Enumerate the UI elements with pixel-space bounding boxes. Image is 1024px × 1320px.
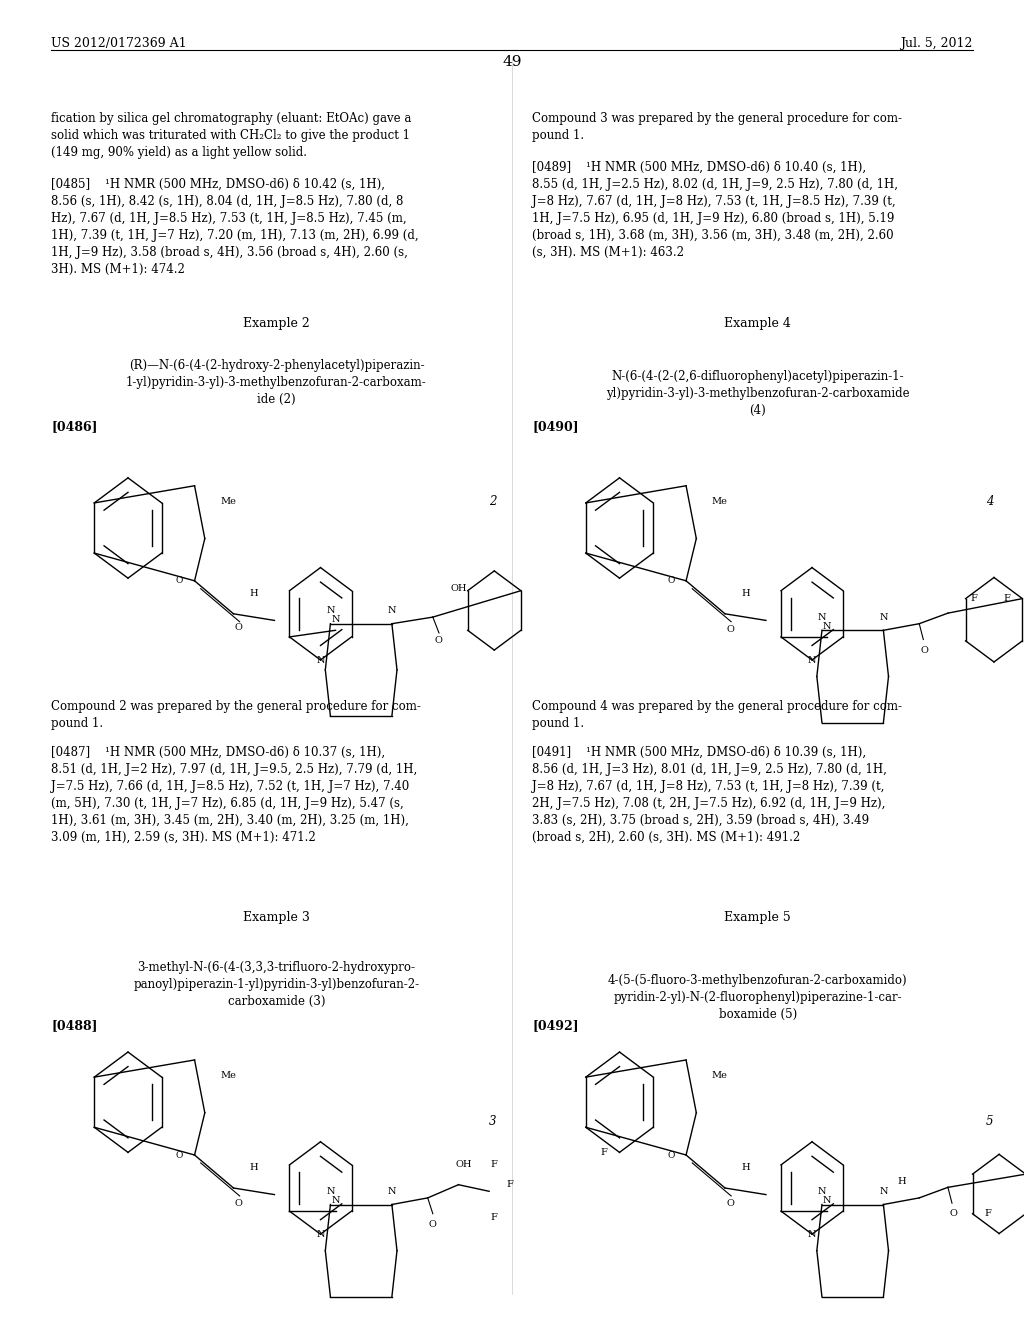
Text: Compound 2 was prepared by the general procedure for com-
pound 1.: Compound 2 was prepared by the general p… [51, 700, 421, 730]
Text: H: H [741, 589, 750, 598]
Text: O: O [434, 636, 442, 645]
Text: O: O [175, 1151, 183, 1159]
Text: H: H [897, 1177, 905, 1185]
Text: [0490]: [0490] [532, 420, 580, 433]
Text: N-(6-(4-(2-(2,6-difluorophenyl)acetyl)piperazin-1-
yl)pyridin-3-yl)-3-methylbenz: N-(6-(4-(2-(2,6-difluorophenyl)acetyl)pi… [606, 370, 909, 417]
Text: N: N [880, 1187, 888, 1196]
Text: O: O [234, 623, 243, 631]
Text: N: N [808, 656, 816, 664]
Text: N: N [823, 1196, 831, 1205]
Text: [0489]    ¹H NMR (500 MHz, DMSO-d6) δ 10.40 (s, 1H),
8.55 (d, 1H, J=2.5 Hz), 8.0: [0489] ¹H NMR (500 MHz, DMSO-d6) δ 10.40… [532, 161, 898, 259]
Text: O: O [429, 1220, 437, 1229]
Text: O: O [921, 645, 929, 655]
Text: Jul. 5, 2012: Jul. 5, 2012 [900, 37, 973, 50]
Text: Compound 3 was prepared by the general procedure for com-
pound 1.: Compound 3 was prepared by the general p… [532, 112, 902, 143]
Text: N: N [327, 1187, 335, 1196]
Text: fication by silica gel chromatography (eluant: EtOAc) gave a
solid which was tri: fication by silica gel chromatography (e… [51, 112, 412, 160]
Text: O: O [667, 1151, 675, 1159]
Text: F: F [1004, 594, 1011, 603]
Text: 4: 4 [986, 495, 993, 508]
Text: (R)—N-(6-(4-(2-hydroxy-2-phenylacetyl)piperazin-
1-yl)pyridin-3-yl)-3-methylbenz: (R)—N-(6-(4-(2-hydroxy-2-phenylacetyl)pi… [126, 359, 427, 407]
Text: O: O [726, 1200, 734, 1208]
Text: N: N [808, 1230, 816, 1238]
Text: F: F [601, 1148, 607, 1156]
Text: F: F [506, 1180, 513, 1189]
Text: [0487]    ¹H NMR (500 MHz, DMSO-d6) δ 10.37 (s, 1H),
8.51 (d, 1H, J=2 Hz), 7.97 : [0487] ¹H NMR (500 MHz, DMSO-d6) δ 10.37… [51, 746, 418, 843]
Text: Me: Me [220, 496, 237, 506]
Text: Compound 4 was prepared by the general procedure for com-
pound 1.: Compound 4 was prepared by the general p… [532, 700, 902, 730]
Text: US 2012/0172369 A1: US 2012/0172369 A1 [51, 37, 186, 50]
Text: F: F [984, 1209, 991, 1218]
Text: N: N [327, 606, 335, 615]
Text: [0486]: [0486] [51, 420, 97, 433]
Text: H: H [741, 1163, 750, 1172]
Text: O: O [175, 577, 183, 585]
Text: F: F [490, 1160, 498, 1170]
Text: N: N [818, 1187, 826, 1196]
Text: 2: 2 [489, 495, 497, 508]
Text: Example 4: Example 4 [724, 317, 792, 330]
Text: 3-methyl-N-(6-(4-(3,3,3-trifluoro-2-hydroxypro-
panoyl)piperazin-1-yl)pyridin-3-: 3-methyl-N-(6-(4-(3,3,3-trifluoro-2-hydr… [133, 961, 420, 1008]
Text: [0485]    ¹H NMR (500 MHz, DMSO-d6) δ 10.42 (s, 1H),
8.56 (s, 1H), 8.42 (s, 1H),: [0485] ¹H NMR (500 MHz, DMSO-d6) δ 10.42… [51, 178, 419, 276]
Text: [0488]: [0488] [51, 1019, 97, 1032]
Text: O: O [234, 1200, 243, 1208]
Text: N: N [332, 615, 340, 624]
Text: N: N [880, 612, 888, 622]
Text: N: N [388, 606, 396, 615]
Text: O: O [949, 1209, 957, 1218]
Text: 49: 49 [502, 55, 522, 70]
Text: 4-(5-(5-fluoro-3-methylbenzofuran-2-carboxamido)
pyridin-2-yl)-N-(2-fluorophenyl: 4-(5-(5-fluoro-3-methylbenzofuran-2-carb… [608, 974, 907, 1022]
Text: OH: OH [451, 583, 467, 593]
Text: H: H [250, 1163, 258, 1172]
Text: Me: Me [220, 1071, 237, 1080]
Text: N: N [388, 1187, 396, 1196]
Text: N: N [823, 622, 831, 631]
Text: H: H [250, 589, 258, 598]
Text: O: O [726, 626, 734, 634]
Text: Example 2: Example 2 [243, 317, 310, 330]
Text: OH: OH [456, 1160, 472, 1170]
Text: [0491]    ¹H NMR (500 MHz, DMSO-d6) δ 10.39 (s, 1H),
8.56 (d, 1H, J=3 Hz), 8.01 : [0491] ¹H NMR (500 MHz, DMSO-d6) δ 10.39… [532, 746, 888, 843]
Text: N: N [332, 1196, 340, 1205]
Text: 5: 5 [986, 1115, 993, 1129]
Text: 3: 3 [489, 1115, 497, 1129]
Text: Me: Me [712, 1071, 728, 1080]
Text: N: N [316, 656, 325, 664]
Text: F: F [971, 594, 977, 603]
Text: Me: Me [712, 496, 728, 506]
Text: F: F [490, 1213, 498, 1222]
Text: O: O [667, 577, 675, 585]
Text: Example 5: Example 5 [724, 911, 792, 924]
Text: N: N [316, 1230, 325, 1238]
Text: N: N [818, 612, 826, 622]
Text: Example 3: Example 3 [243, 911, 310, 924]
Text: [0492]: [0492] [532, 1019, 580, 1032]
